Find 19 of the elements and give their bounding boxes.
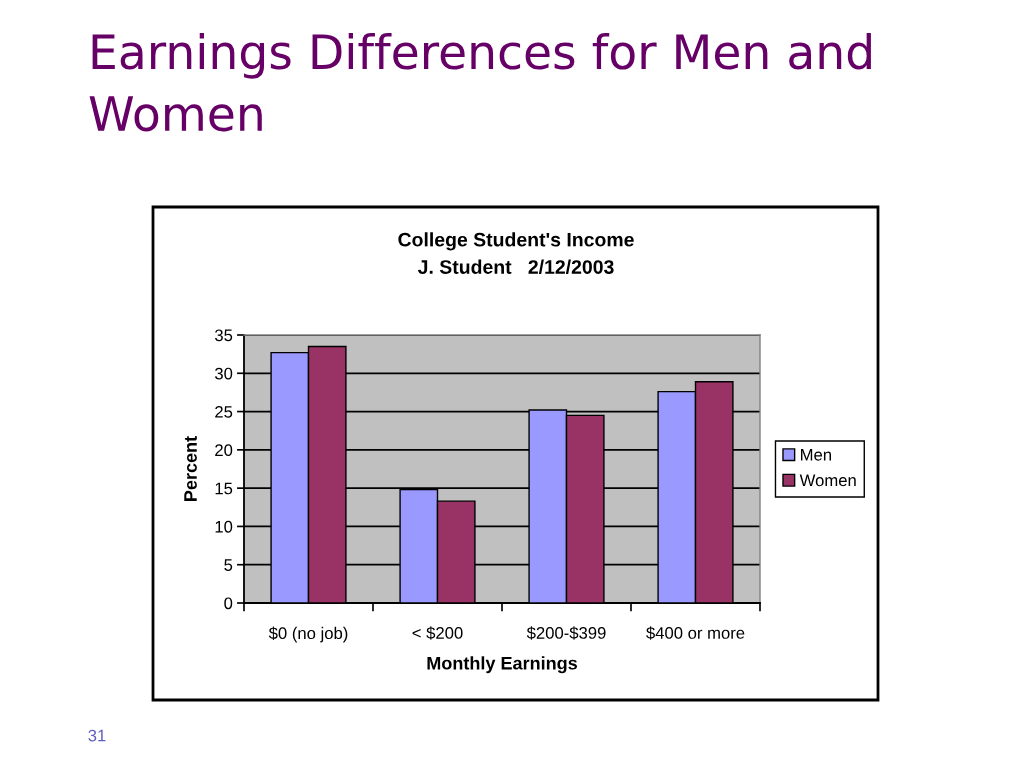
y-tick-label: 30: [214, 367, 233, 380]
y-tick-label: 0: [224, 597, 233, 610]
y-tick-label: 10: [215, 520, 233, 533]
y-tick-label: 15: [215, 482, 233, 495]
chart-subtitle: College Student's Income J. Student 2/12/2003: [398, 232, 634, 275]
x-tick-label: $400 or more: [646, 626, 745, 640]
legend-label: Men: [801, 449, 831, 461]
x-tick-label: < $200: [412, 626, 463, 640]
x-tick-label: $0 (no job): [268, 626, 348, 643]
text: 31: [88, 729, 106, 742]
chart-title: Earnings Differences for Men and Women: [89, 33, 871, 132]
y-tick-label: 35: [214, 329, 233, 342]
y-axis-title: Percent: [184, 436, 197, 501]
y-tick-label: 5: [224, 559, 233, 571]
x-tick-label: $200-$399: [526, 626, 606, 640]
y-tick-label: 20: [215, 444, 233, 457]
legend-label: Women: [799, 474, 856, 487]
y-tick-label: 25: [215, 405, 233, 418]
x-axis-title: Monthly Earnings: [427, 656, 577, 674]
